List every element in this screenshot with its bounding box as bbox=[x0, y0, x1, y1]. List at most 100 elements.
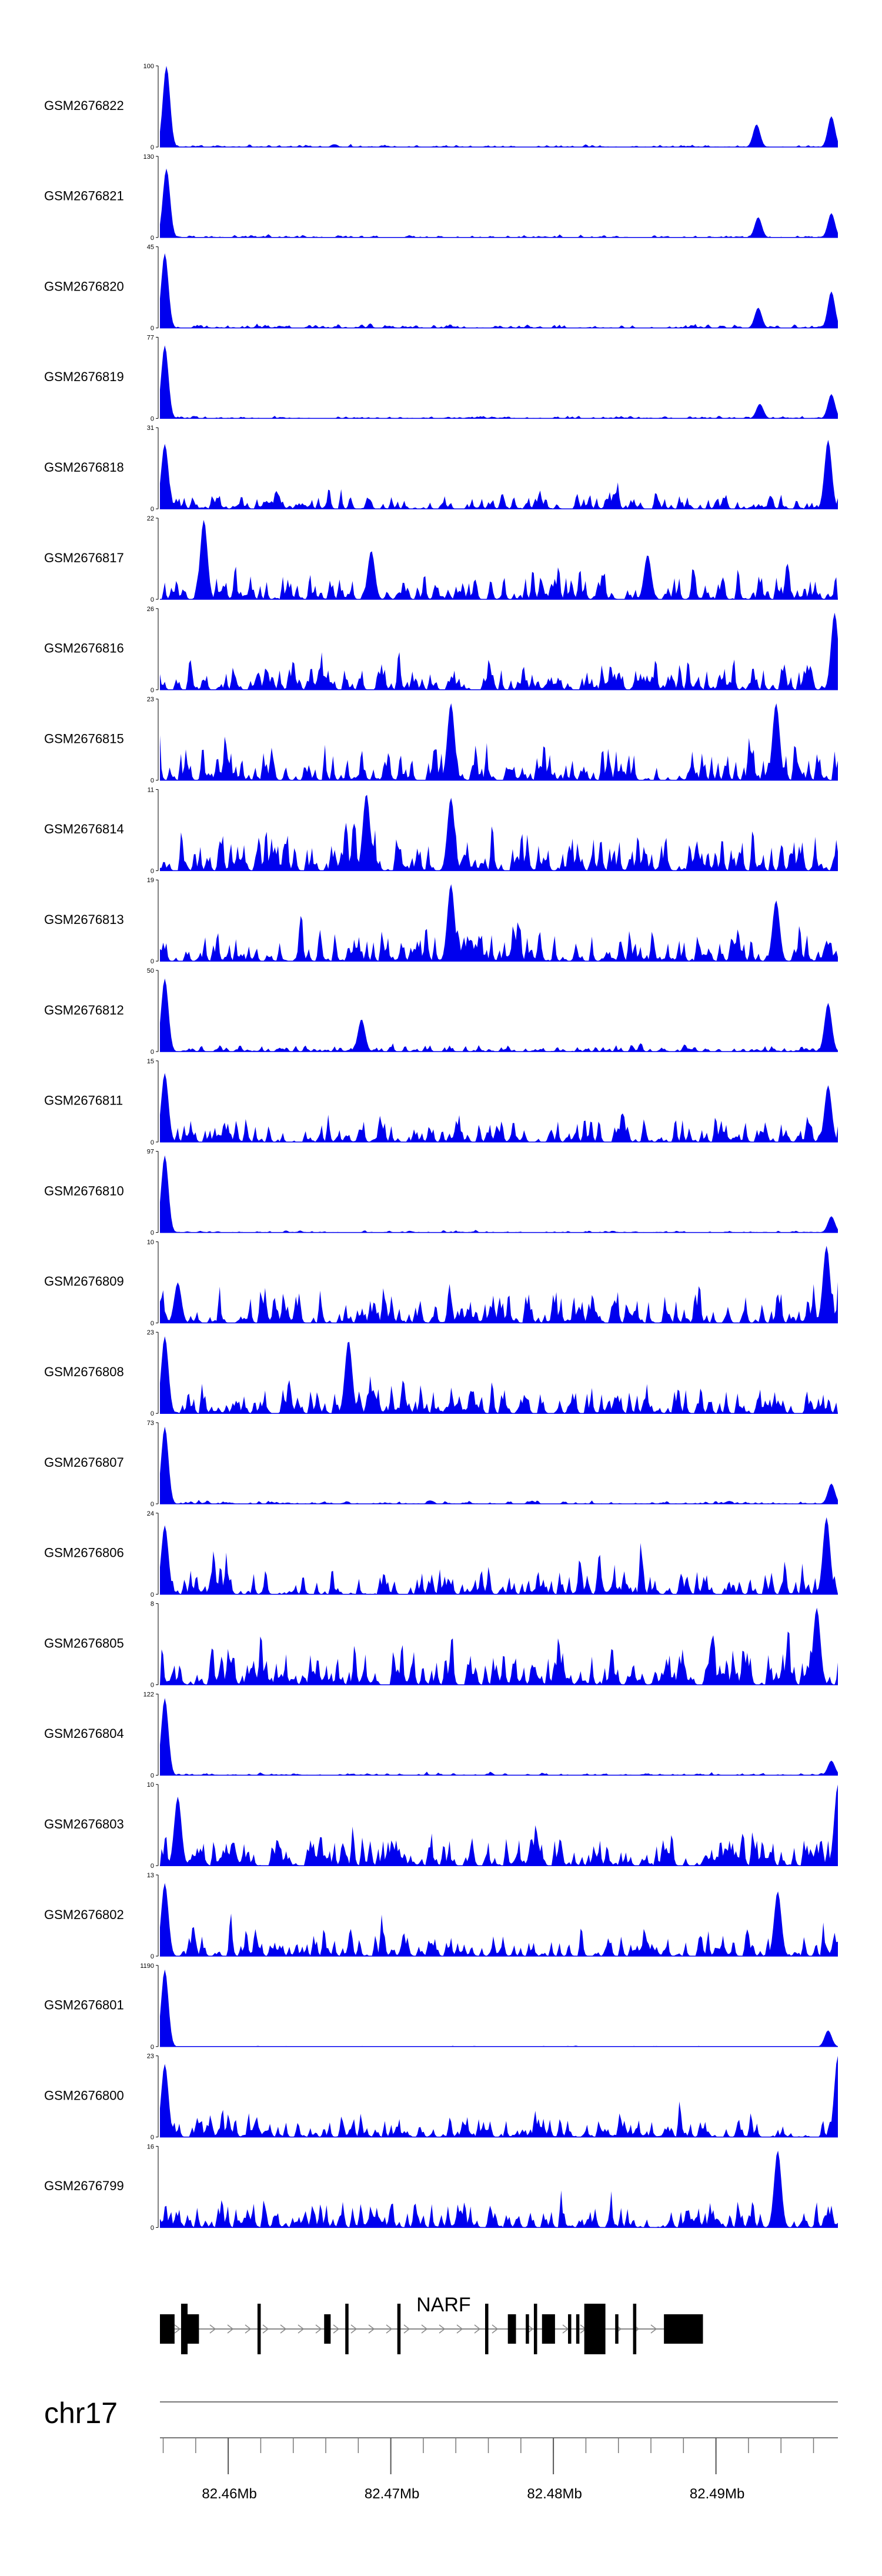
track-label: GSM2676804 bbox=[44, 1726, 124, 1741]
track-GSM2676815: GSM2676815 23 0 bbox=[44, 696, 838, 785]
track-label: GSM2676816 bbox=[44, 641, 124, 656]
coverage-area bbox=[160, 795, 838, 871]
y-max-label: 11 bbox=[148, 786, 154, 793]
track-label: GSM2676807 bbox=[44, 1455, 124, 1470]
y-max-label: 8 bbox=[151, 1601, 154, 1608]
y-min-label: 0 bbox=[151, 2224, 154, 2231]
strand-chevron bbox=[492, 2324, 499, 2334]
coverage-area bbox=[160, 1517, 838, 1594]
y-max-label: 23 bbox=[147, 696, 154, 703]
strand-chevron bbox=[227, 2324, 234, 2334]
strand-chevron bbox=[280, 2324, 287, 2334]
track-GSM2676813: GSM2676813 19 0 bbox=[44, 877, 838, 965]
tick-label: 82.46Mb bbox=[202, 2486, 256, 2502]
y-min-label: 0 bbox=[151, 778, 154, 785]
strand-chevron bbox=[368, 2324, 375, 2334]
y-min-label: 0 bbox=[151, 958, 154, 965]
y-max-label: 45 bbox=[147, 244, 154, 251]
strand-chevron bbox=[350, 2324, 358, 2334]
strand-chevron bbox=[527, 2324, 534, 2334]
coverage-area bbox=[160, 1246, 838, 1323]
y-max-label: 97 bbox=[147, 1149, 154, 1156]
strand-chevron bbox=[262, 2324, 269, 2334]
exon bbox=[576, 2314, 580, 2344]
track-GSM2676802: GSM2676802 13 0 bbox=[44, 1872, 838, 1960]
track-label: GSM2676808 bbox=[44, 1364, 124, 1379]
y-min-label: 0 bbox=[151, 1863, 154, 1870]
exon bbox=[188, 2314, 199, 2344]
coverage-area bbox=[160, 2056, 838, 2137]
exon bbox=[181, 2304, 188, 2354]
strand-chevron bbox=[439, 2324, 446, 2334]
track-GSM2676805: GSM2676805 8 0 bbox=[44, 1601, 838, 1689]
track-GSM2676810: GSM2676810 97 0 bbox=[44, 1149, 838, 1237]
y-max-label: 31 bbox=[147, 425, 154, 432]
coverage-area bbox=[160, 1336, 838, 1414]
y-max-label: 23 bbox=[147, 1329, 154, 1336]
y-max-label: 13 bbox=[147, 1872, 154, 1879]
y-max-label: 15 bbox=[147, 1058, 154, 1065]
strand-chevron bbox=[386, 2324, 393, 2334]
track-GSM2676801: GSM2676801 1190 0 bbox=[44, 1963, 838, 2051]
coverage-area bbox=[160, 1607, 838, 1685]
y-min-label: 0 bbox=[151, 1139, 154, 1146]
track-GSM2676800: GSM2676800 23 0 bbox=[44, 2053, 838, 2141]
y-min-label: 0 bbox=[151, 2044, 154, 2051]
strand-chevron bbox=[245, 2324, 252, 2334]
track-label: GSM2676799 bbox=[44, 2178, 124, 2193]
y-max-label: 130 bbox=[143, 154, 154, 161]
exon bbox=[664, 2314, 703, 2344]
track-GSM2676814: GSM2676814 11 0 bbox=[44, 786, 838, 875]
exon bbox=[324, 2314, 331, 2344]
y-max-label: 73 bbox=[147, 1420, 154, 1427]
y-min-label: 0 bbox=[151, 1320, 154, 1327]
exon bbox=[526, 2314, 529, 2344]
exon bbox=[568, 2314, 572, 2344]
exon bbox=[507, 2314, 516, 2344]
track-GSM2676821: GSM2676821 130 0 bbox=[44, 154, 838, 242]
track-GSM2676811: GSM2676811 15 0 bbox=[44, 1058, 838, 1146]
track-label: GSM2676811 bbox=[44, 1093, 123, 1108]
tick-label: 82.48Mb bbox=[527, 2486, 582, 2502]
coverage-tracks: GSM26768221000GSM26768211300GSM267682045… bbox=[44, 63, 838, 2231]
chromosome-ideogram: chr17 bbox=[44, 2397, 838, 2430]
coverage-area bbox=[160, 1784, 838, 1866]
track-label: GSM2676820 bbox=[44, 279, 124, 293]
coverage-area bbox=[160, 345, 838, 419]
track-label: GSM2676818 bbox=[44, 460, 124, 475]
y-min-label: 0 bbox=[151, 1230, 154, 1237]
exon bbox=[397, 2304, 401, 2354]
strand-chevron bbox=[333, 2324, 340, 2334]
track-label: GSM2676800 bbox=[44, 2088, 124, 2103]
exon bbox=[584, 2304, 606, 2354]
y-min-label: 0 bbox=[151, 1591, 154, 1599]
exon bbox=[257, 2304, 261, 2354]
track-label: GSM2676803 bbox=[44, 1817, 124, 1831]
y-max-label: 50 bbox=[147, 967, 154, 975]
y-min-label: 0 bbox=[151, 1772, 154, 1779]
y-min-label: 0 bbox=[151, 1410, 154, 1417]
track-GSM2676820: GSM2676820 45 0 bbox=[44, 244, 838, 332]
track-GSM2676817: GSM2676817 22 0 bbox=[44, 515, 838, 603]
exon bbox=[615, 2314, 619, 2344]
track-GSM2676812: GSM2676812 50 0 bbox=[44, 967, 838, 1056]
y-max-label: 23 bbox=[147, 2053, 154, 2060]
exon bbox=[533, 2304, 537, 2354]
strand-chevron bbox=[421, 2324, 428, 2334]
coverage-area bbox=[160, 1155, 838, 1233]
y-min-label: 0 bbox=[151, 1049, 154, 1056]
y-max-label: 24 bbox=[147, 1510, 154, 1517]
y-max-label: 10 bbox=[147, 1781, 154, 1788]
coverage-area bbox=[160, 1426, 838, 1504]
track-label: GSM2676806 bbox=[44, 1546, 124, 1560]
track-GSM2676807: GSM2676807 73 0 bbox=[44, 1420, 838, 1508]
y-max-label: 16 bbox=[147, 2143, 154, 2150]
exon bbox=[633, 2304, 637, 2354]
track-GSM2676818: GSM2676818 31 0 bbox=[44, 425, 838, 513]
strand-chevron bbox=[209, 2324, 216, 2334]
y-min-label: 0 bbox=[151, 1682, 154, 1689]
y-min-label: 0 bbox=[151, 325, 154, 332]
strand-chevron bbox=[298, 2324, 305, 2334]
strand-chevron bbox=[174, 2324, 181, 2334]
coverage-area bbox=[160, 1698, 838, 1776]
